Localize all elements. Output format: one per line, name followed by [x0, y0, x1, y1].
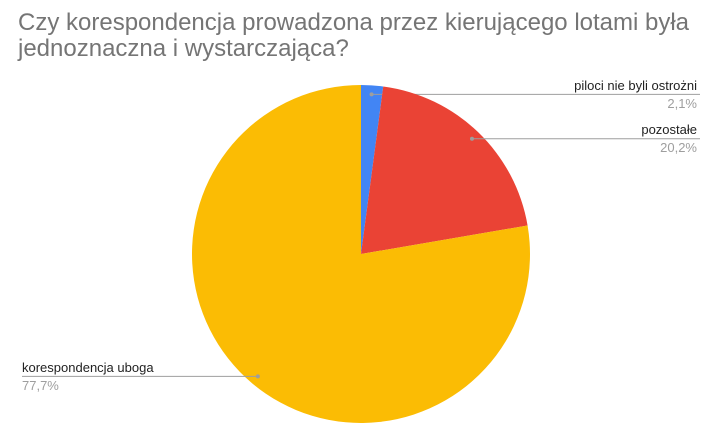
pie-slice: [361, 85, 384, 254]
slice-value-label: 20,2%: [660, 140, 697, 155]
pie-slice: [361, 86, 528, 254]
slice-label: korespondencja uboga: [22, 360, 154, 375]
pie-slice: [191, 85, 530, 423]
slice-value-label: 77,7%: [22, 378, 59, 393]
leader-dot: [255, 374, 260, 379]
leader-dot: [469, 136, 474, 141]
chart-title: Czy korespondencja prowadzona przez kier…: [18, 9, 690, 62]
slice-label: piloci nie byli ostrożni: [574, 78, 697, 93]
slice-label: pozostałe: [641, 122, 697, 137]
slice-value-label: 2,1%: [667, 96, 697, 111]
leader-dot: [369, 92, 374, 97]
